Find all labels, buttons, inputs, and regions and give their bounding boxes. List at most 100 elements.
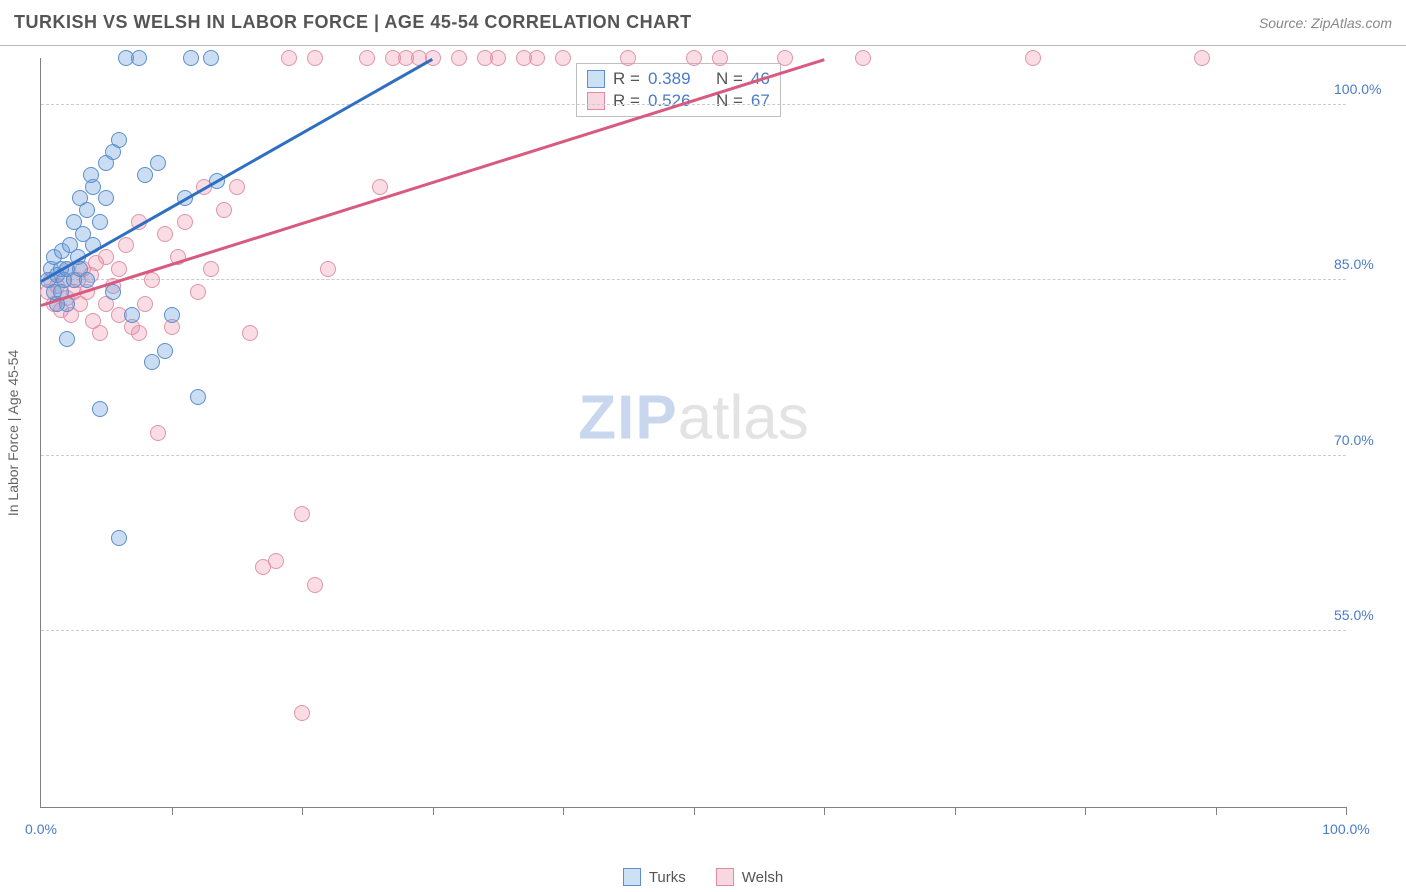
data-point[interactable] <box>529 50 545 66</box>
turks-label: Turks <box>649 869 686 886</box>
x-tick <box>694 807 695 815</box>
turks-r-value: 0.389 <box>648 69 691 89</box>
data-point[interactable] <box>451 50 467 66</box>
data-point[interactable] <box>111 261 127 277</box>
data-point[interactable] <box>190 389 206 405</box>
gridline <box>41 455 1346 456</box>
data-point[interactable] <box>281 50 297 66</box>
data-point[interactable] <box>1194 50 1210 66</box>
data-point[interactable] <box>294 506 310 522</box>
chart-area: In Labor Force | Age 45-54 ZIPatlas R = … <box>40 46 1396 836</box>
data-point[interactable] <box>777 50 793 66</box>
legend-stats: R = 0.389 N = 46 R = 0.526 N = 67 <box>576 63 781 117</box>
data-point[interactable] <box>131 50 147 66</box>
welsh-label: Welsh <box>742 869 783 886</box>
data-point[interactable] <box>686 50 702 66</box>
r-label: R = <box>613 91 640 111</box>
turks-swatch-icon <box>587 70 605 88</box>
data-point[interactable] <box>268 553 284 569</box>
data-point[interactable] <box>855 50 871 66</box>
data-point[interactable] <box>620 50 636 66</box>
gridline <box>41 104 1346 105</box>
gridline <box>41 279 1346 280</box>
turks-swatch-icon <box>623 868 641 886</box>
data-point[interactable] <box>555 50 571 66</box>
data-point[interactable] <box>137 167 153 183</box>
x-tick <box>1085 807 1086 815</box>
y-axis-label: In Labor Force | Age 45-54 <box>5 349 21 515</box>
data-point[interactable] <box>183 50 199 66</box>
watermark-zip: ZIP <box>578 383 677 452</box>
data-point[interactable] <box>92 214 108 230</box>
data-point[interactable] <box>118 237 134 253</box>
data-point[interactable] <box>203 261 219 277</box>
title-bar: TURKISH VS WELSH IN LABOR FORCE | AGE 45… <box>0 0 1406 46</box>
trend-line <box>41 58 825 307</box>
data-point[interactable] <box>79 272 95 288</box>
legend-series: Turks Welsh <box>0 868 1406 886</box>
data-point[interactable] <box>144 354 160 370</box>
x-tick <box>824 807 825 815</box>
legend-item-turks[interactable]: Turks <box>623 868 686 886</box>
legend-stats-welsh: R = 0.526 N = 67 <box>587 90 770 112</box>
x-tick <box>302 807 303 815</box>
data-point[interactable] <box>98 190 114 206</box>
welsh-n-value: 67 <box>751 91 770 111</box>
data-point[interactable] <box>164 307 180 323</box>
data-point[interactable] <box>92 325 108 341</box>
data-point[interactable] <box>59 331 75 347</box>
data-point[interactable] <box>137 296 153 312</box>
x-tick <box>1346 807 1347 815</box>
data-point[interactable] <box>79 202 95 218</box>
data-point[interactable] <box>157 343 173 359</box>
data-point[interactable] <box>320 261 336 277</box>
welsh-swatch-icon <box>587 92 605 110</box>
data-point[interactable] <box>203 50 219 66</box>
y-tick-label: 85.0% <box>1334 256 1394 272</box>
x-tick <box>563 807 564 815</box>
trend-line <box>40 58 433 283</box>
data-point[interactable] <box>216 202 232 218</box>
data-point[interactable] <box>144 272 160 288</box>
plot-region: In Labor Force | Age 45-54 ZIPatlas R = … <box>40 58 1346 808</box>
data-point[interactable] <box>131 325 147 341</box>
data-point[interactable] <box>712 50 728 66</box>
y-tick-label: 55.0% <box>1334 607 1394 623</box>
data-point[interactable] <box>372 179 388 195</box>
data-point[interactable] <box>359 50 375 66</box>
data-point[interactable] <box>92 401 108 417</box>
data-point[interactable] <box>1025 50 1041 66</box>
welsh-swatch-icon <box>716 868 734 886</box>
data-point[interactable] <box>177 214 193 230</box>
x-tick <box>172 807 173 815</box>
data-point[interactable] <box>490 50 506 66</box>
data-point[interactable] <box>105 144 121 160</box>
data-point[interactable] <box>190 284 206 300</box>
data-point[interactable] <box>242 325 258 341</box>
data-point[interactable] <box>105 284 121 300</box>
data-point[interactable] <box>294 705 310 721</box>
data-point[interactable] <box>98 249 114 265</box>
data-point[interactable] <box>124 307 140 323</box>
gridline <box>41 630 1346 631</box>
data-point[interactable] <box>307 577 323 593</box>
data-point[interactable] <box>83 167 99 183</box>
watermark: ZIPatlas <box>578 382 808 453</box>
y-tick-label: 70.0% <box>1334 432 1394 448</box>
data-point[interactable] <box>229 179 245 195</box>
x-tick-label: 100.0% <box>1322 821 1369 837</box>
data-point[interactable] <box>157 226 173 242</box>
data-point[interactable] <box>111 530 127 546</box>
y-tick-label: 100.0% <box>1334 81 1394 97</box>
r-label: R = <box>613 69 640 89</box>
chart-title: TURKISH VS WELSH IN LABOR FORCE | AGE 45… <box>14 12 692 33</box>
legend-item-welsh[interactable]: Welsh <box>716 868 783 886</box>
x-tick <box>1216 807 1217 815</box>
watermark-atlas: atlas <box>678 383 809 452</box>
x-tick <box>433 807 434 815</box>
data-point[interactable] <box>307 50 323 66</box>
source-label: Source: ZipAtlas.com <box>1259 15 1392 31</box>
data-point[interactable] <box>150 425 166 441</box>
data-point[interactable] <box>150 155 166 171</box>
x-tick-label: 0.0% <box>25 821 57 837</box>
